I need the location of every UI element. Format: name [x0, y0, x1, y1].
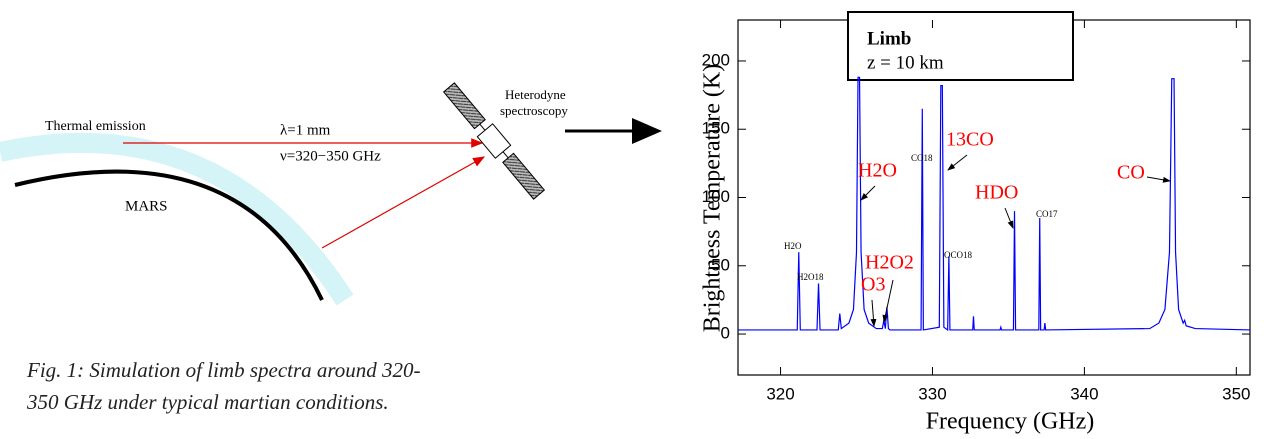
label: λ=1 mm — [280, 122, 331, 138]
ray — [321, 156, 486, 249]
caption: 350 GHz under typical martian conditions… — [26, 390, 389, 414]
annotation: CO18 — [911, 153, 933, 163]
spectrum — [738, 76, 1251, 332]
label: Thermal emission — [45, 119, 146, 134]
annotation: H2O — [784, 241, 802, 251]
x-tick-label: 330 — [918, 384, 946, 403]
y-tick-label: 150 — [702, 119, 730, 138]
x-tick-label: 340 — [1070, 384, 1098, 403]
caption: Fig. 1: Simulation of limb spectra aroun… — [26, 358, 421, 382]
annotation-arrow — [870, 299, 877, 327]
annotation: 13CO — [946, 129, 994, 151]
annotation-arrow — [882, 279, 894, 323]
annotation-arrow — [860, 185, 876, 201]
annotation: HDO — [975, 182, 1018, 204]
label: MARS — [125, 198, 168, 214]
annotation-arrow — [1146, 176, 1171, 183]
y-tick-label: 200 — [702, 50, 730, 69]
mars-surface — [14, 169, 324, 301]
legend-text: z = 10 km — [867, 52, 944, 73]
x-tick-label: 320 — [766, 384, 794, 403]
label: ν=320−350 GHz — [280, 148, 381, 164]
x-axis-title: Frequency (GHz) — [926, 409, 1095, 435]
annotation-arrow — [947, 154, 968, 171]
y-tick-label: 100 — [702, 187, 730, 206]
y-tick-label: 50 — [711, 255, 730, 274]
atmosphere — [0, 132, 354, 306]
annotation: H2O — [858, 160, 897, 182]
annotation: CO17 — [1036, 209, 1058, 219]
annotation-arrow — [1004, 207, 1014, 229]
annotation: H2O18 — [797, 272, 824, 282]
y-tick-label: 0 — [721, 324, 730, 343]
x-tick-label: 350 — [1222, 384, 1250, 403]
arrow-head — [632, 118, 662, 144]
annotation: OCO18 — [944, 250, 973, 260]
label: Heterodyne — [505, 87, 566, 102]
legend-text: Limb — [867, 28, 911, 49]
annotation: O3 — [861, 274, 885, 296]
legend-box — [847, 11, 1074, 81]
annotation: H2O2 — [865, 252, 914, 274]
annotation: CO — [1117, 162, 1145, 184]
diagram: Thermal emission λ=1 mm ν=320−350 GHz MA… — [0, 82, 662, 306]
y-axis-title: Brightness Temperature (K) — [700, 64, 726, 332]
satellite — [442, 82, 546, 200]
label: spectroscopy — [500, 103, 568, 118]
